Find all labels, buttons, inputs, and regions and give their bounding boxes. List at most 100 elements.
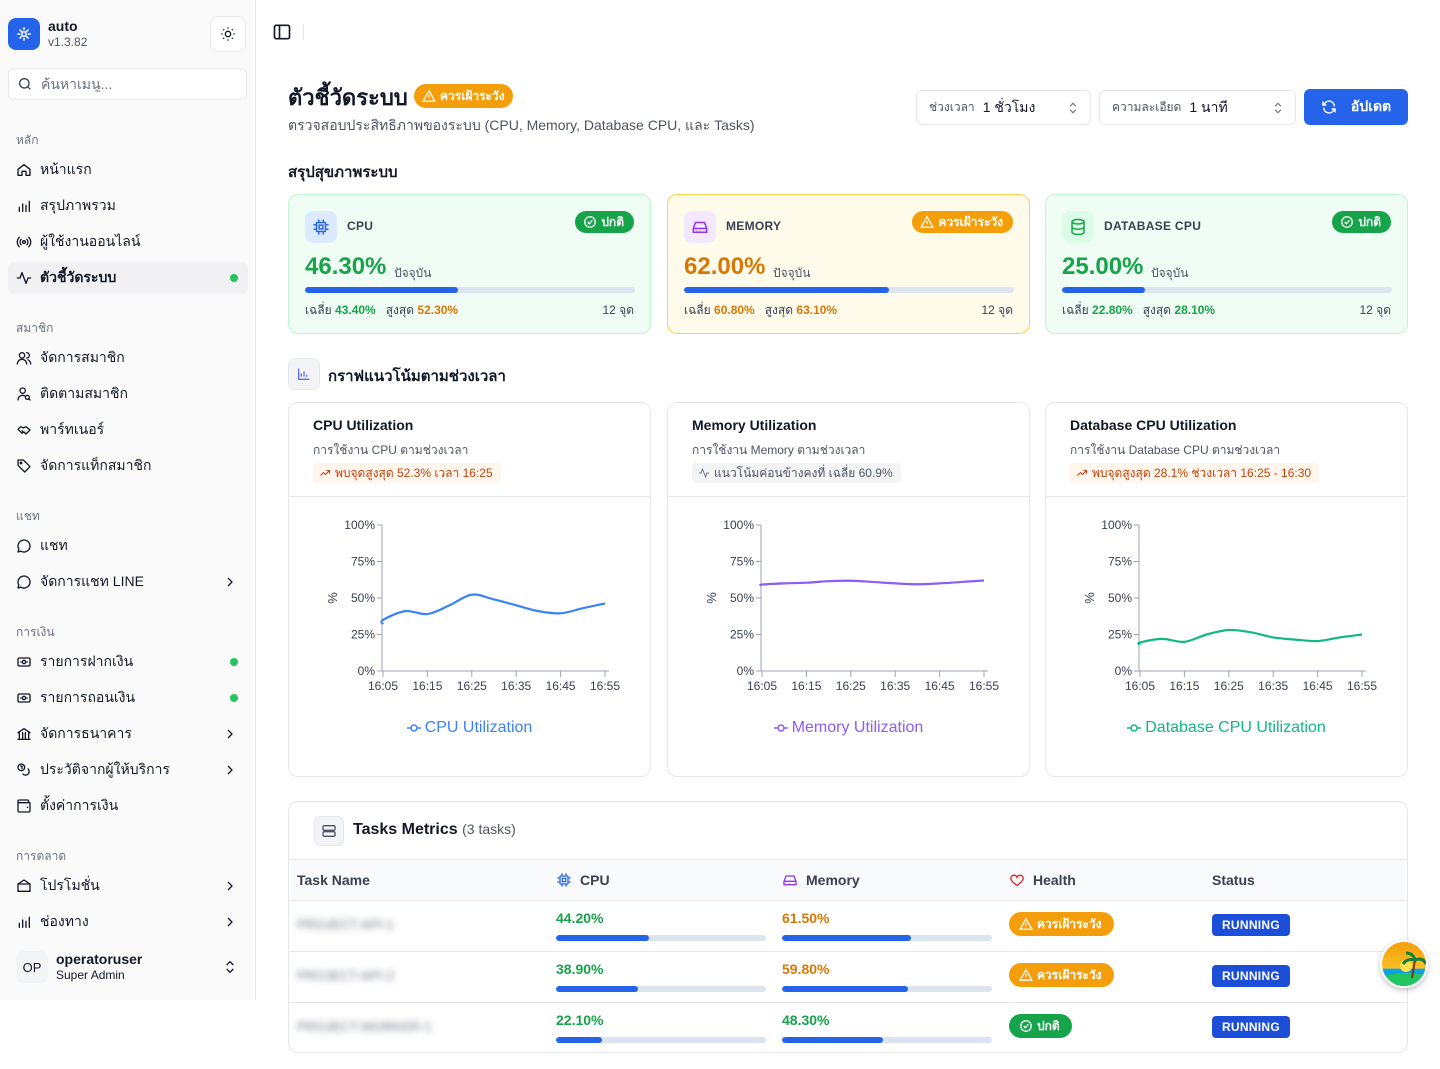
series-line[interactable] (380, 593, 606, 625)
update-button[interactable]: อัปเดต (1304, 89, 1408, 125)
column-health[interactable]: Health (1009, 872, 1076, 888)
tasks-title: Tasks Metrics (3 tasks) (353, 821, 516, 838)
sidebar-item-label: ประวัติจากผู้ให้บริการ (40, 761, 170, 777)
hard-drive-icon (684, 211, 716, 243)
x-tick-label: 16:25 (457, 679, 487, 693)
time-range-value: 1 ชั่วโมง (982, 98, 1036, 115)
x-tick-label: 16:55 (969, 679, 999, 693)
task-memory-bar (782, 986, 992, 992)
sidebar-item[interactable]: ตัวชี้วัดระบบ (8, 262, 248, 294)
x-tick-label: 16:15 (412, 679, 442, 693)
sidebar-item[interactable]: จัดการแท็กสมาชิก (8, 450, 248, 482)
activity-icon (16, 270, 32, 286)
column-status[interactable]: Status (1212, 872, 1255, 888)
sidebar-item[interactable]: ช่องทาง (8, 906, 248, 938)
user-role: Super Admin (56, 968, 125, 982)
sidebar-item[interactable]: จัดการแชท LINE (8, 566, 248, 598)
task-cpu-fill (556, 986, 638, 992)
column-task-name[interactable]: Task Name (297, 872, 370, 888)
sidebar-item-label: จัดการแท็กสมาชิก (40, 457, 152, 473)
sidebar-item[interactable]: ติดตามสมาชิก (8, 378, 248, 410)
sidebar-item-label: ติดตามสมาชิก (40, 385, 128, 401)
stat-progress-fill (1062, 287, 1145, 293)
task-health-badge: ปกติ (1009, 1014, 1072, 1038)
coins-icon (17, 763, 30, 776)
sidebar-item-label: จัดการสมาชิก (40, 349, 125, 365)
task-memory-value: 48.30% (782, 1012, 830, 1028)
column-memory[interactable]: Memory (782, 872, 860, 888)
sidebar-item[interactable]: จัดการสมาชิก (8, 342, 248, 374)
series-line[interactable] (759, 579, 985, 587)
alert-triangle-icon (1019, 917, 1033, 930)
series-line[interactable] (1137, 628, 1363, 646)
handshake-icon (16, 422, 32, 438)
legend-label: CPU Utilization (424, 719, 533, 736)
sidebar-item[interactable]: รายการฝากเงิน (8, 646, 248, 678)
sidebar-item[interactable]: ตั้งค่าการเงิน (8, 790, 248, 822)
sidebar-toggle-icon[interactable] (272, 22, 292, 42)
stat-progress (1062, 287, 1392, 293)
page-subtitle: ตรวจสอบประสิทธิภาพของระบบ (CPU, Memory, … (288, 117, 755, 133)
chart-title: CPU Utilization (313, 417, 414, 433)
brand[interactable]: auto v1.3.82 (8, 16, 248, 52)
stat-progress-fill (684, 287, 889, 293)
hard-drive-icon (783, 875, 797, 886)
stat-now-label: ปัจจุบัน (773, 266, 811, 280)
stat-summary: เฉลี่ย 22.80% สูงสุด 28.10% (1062, 303, 1216, 317)
message-circle-icon (16, 574, 32, 590)
column-cpu[interactable]: CPU (556, 872, 610, 888)
table-row[interactable]: PROJECT-WORKER-1 22.10% 48.30% ปกติ RUNN… (289, 1003, 1407, 1052)
task-health-badge: ควรเฝ้าระวัง (1009, 963, 1114, 987)
chevrons-up-down-icon (226, 960, 234, 974)
sidebar-item[interactable]: โปรโมชั่น (8, 870, 248, 902)
floating-chat-button[interactable] (1380, 940, 1428, 988)
user-menu[interactable]: OP operatoruser Super Admin (8, 946, 248, 988)
chart-legend[interactable]: Database CPU Utilization (1046, 719, 1407, 737)
deposit-icon (16, 654, 32, 670)
check-circle-icon (1020, 1020, 1032, 1032)
stat-status-badge: ควรเฝ้าระวัง (912, 211, 1013, 233)
stat-value: 25.00% (1062, 253, 1144, 280)
nav-group: หลัก หน้าแรก สรุปภาพรวม ผู้ใช้งานออนไลน์… (8, 130, 248, 294)
sidebar-item[interactable]: ผู้ใช้งานออนไลน์ (8, 226, 248, 258)
sidebar-item[interactable]: หน้าแรก (8, 154, 248, 186)
user-search-icon (17, 387, 31, 401)
tasks-count: (3 tasks) (462, 821, 516, 837)
beach-avatar-icon (1382, 942, 1426, 986)
sidebar-item[interactable]: รายการถอนเงิน (8, 682, 248, 714)
time-range-select[interactable]: ช่วงเวลา 1 ชั่วโมง (916, 90, 1091, 125)
chart-legend[interactable]: Memory Utilization (668, 719, 1029, 737)
stat-card: CPU ปกติ 46.30% ปัจจุบัน เฉลี่ย 43.40% ส… (288, 194, 651, 334)
bank-icon (17, 728, 31, 740)
resolution-select[interactable]: ความละเอียด 1 นาที (1099, 90, 1296, 125)
sidebar-item[interactable]: จัดการธนาคาร (8, 718, 248, 750)
x-tick-label: 16:15 (1169, 679, 1199, 693)
bar-chart-icon (18, 200, 30, 212)
task-cpu-fill (556, 935, 649, 941)
message-circle-icon (17, 575, 31, 589)
page-title: ตัวชี้วัดระบบ (288, 85, 408, 110)
stat-progress (684, 287, 1014, 293)
chart-legend[interactable]: CPU Utilization (289, 719, 650, 737)
sidebar-item-label: รายการฝากเงิน (40, 653, 134, 669)
nav-group: แชท แชท จัดการแชท LINE (8, 506, 248, 598)
refresh-icon (1322, 100, 1336, 114)
x-tick-label: 16:05 (1125, 679, 1155, 693)
brand-name: auto (48, 18, 78, 34)
brand-version: v1.3.82 (48, 35, 88, 49)
task-cpu-value: 38.90% (556, 961, 604, 977)
task-status-badge: RUNNING (1212, 914, 1290, 936)
menu-search-input[interactable] (41, 76, 231, 92)
sidebar-item-label: แชท (40, 537, 68, 553)
sidebar-item[interactable]: แชท (8, 530, 248, 562)
legend-line-icon (1127, 724, 1142, 732)
sidebar-item[interactable]: พาร์ทเนอร์ (8, 414, 248, 446)
users-icon (16, 350, 32, 366)
sidebar-item[interactable]: ประวัติจากผู้ให้บริการ (8, 754, 248, 786)
chart-note: แนวโน้มค่อนข้างคงที่ เฉลี่ย 60.9% (692, 463, 901, 483)
table-row[interactable]: PROJECT-API-1 44.20% 61.50% ควรเฝ้าระวัง… (289, 901, 1407, 952)
theme-toggle-button[interactable] (210, 16, 246, 52)
y-tick-label: 0% (1115, 664, 1133, 678)
sidebar-item[interactable]: สรุปภาพรวม (8, 190, 248, 222)
table-row[interactable]: PROJECT-API-2 38.90% 59.80% ควรเฝ้าระวัง… (289, 952, 1407, 1003)
